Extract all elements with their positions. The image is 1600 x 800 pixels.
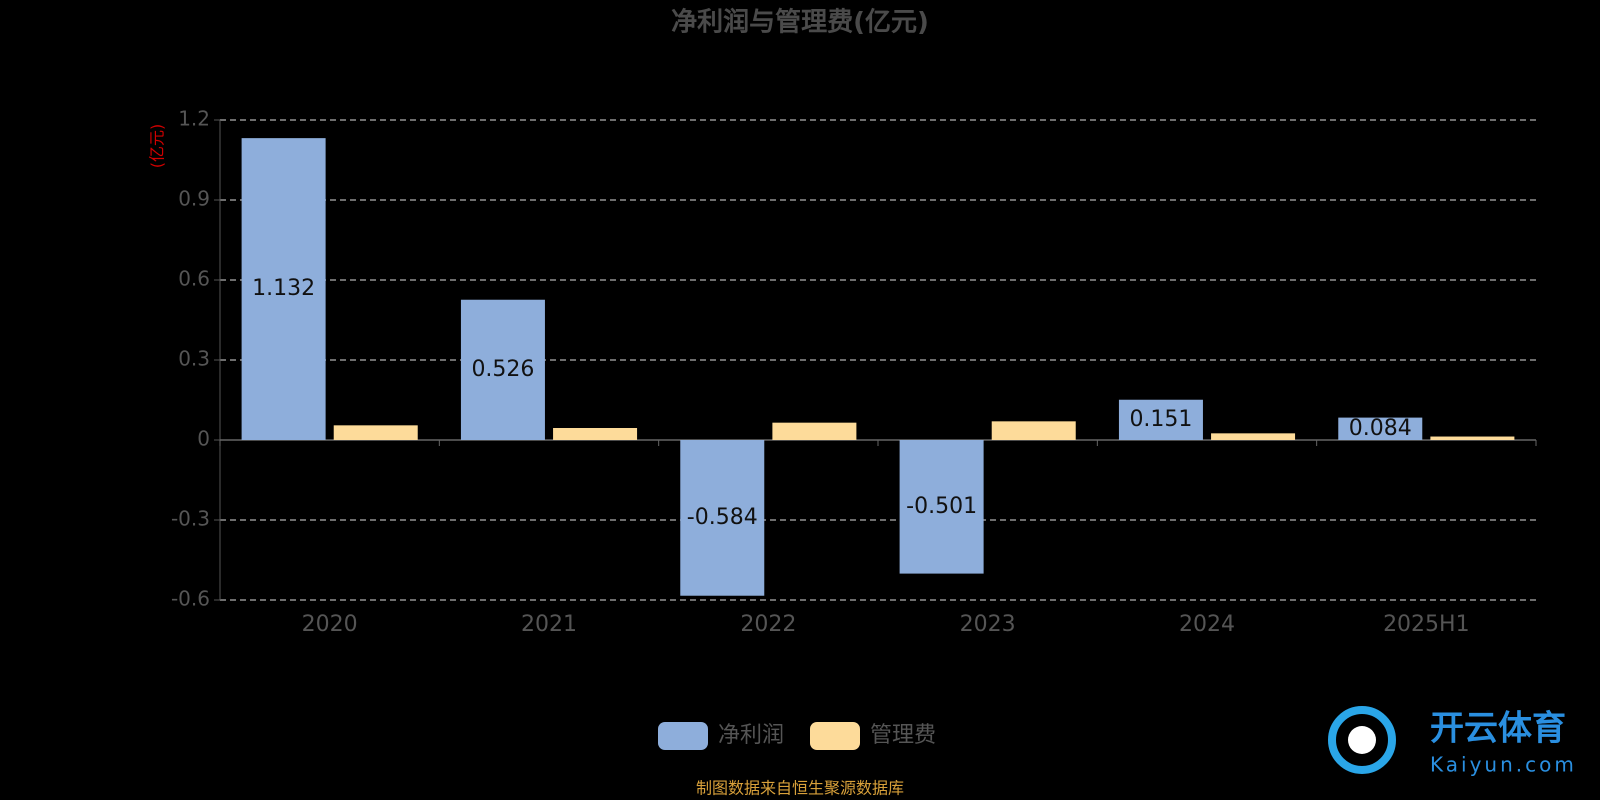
bar xyxy=(553,428,638,440)
bar xyxy=(241,138,326,440)
y-tick-label: 0.3 xyxy=(178,347,210,371)
legend-swatch xyxy=(810,722,860,750)
value-label: 0.084 xyxy=(1349,416,1412,441)
value-label: 1.132 xyxy=(252,276,315,301)
value-label: 0.151 xyxy=(1129,407,1192,432)
x-tick-label: 2024 xyxy=(1179,612,1235,637)
bar xyxy=(460,299,545,440)
x-tick-label: 2022 xyxy=(740,612,796,637)
watermark-site: Kaiyun.com xyxy=(1430,753,1577,777)
x-tick-label: 2023 xyxy=(960,612,1016,637)
bar xyxy=(899,440,984,574)
y-tick-label: -0.3 xyxy=(171,507,210,531)
x-tick-label: 2021 xyxy=(521,612,577,637)
legend-label: 管理费 xyxy=(870,723,936,748)
y-tick-label: 1.2 xyxy=(178,107,210,131)
watermark-logo xyxy=(1328,706,1396,774)
bar xyxy=(1211,433,1296,440)
watermark-brand: 开云体育 xyxy=(1430,709,1566,749)
value-label: -0.501 xyxy=(906,494,977,519)
bar xyxy=(1118,399,1203,440)
y-tick-label: 0.9 xyxy=(178,187,210,211)
bar xyxy=(991,421,1076,440)
value-label: -0.584 xyxy=(687,505,758,530)
bar xyxy=(1430,436,1515,440)
source-note: 制图数据来自恒生聚源数据库 xyxy=(696,779,904,798)
bar xyxy=(680,440,765,596)
watermark-ball xyxy=(1348,726,1376,754)
x-tick-label: 2025H1 xyxy=(1383,612,1470,637)
bar xyxy=(333,425,418,440)
legend-swatch xyxy=(658,722,708,750)
x-tick-label: 2020 xyxy=(302,612,358,637)
value-label: 0.526 xyxy=(471,357,534,382)
y-tick-label: 0 xyxy=(197,427,210,451)
watermark: 开云体育 Kaiyun.com xyxy=(1328,706,1577,777)
y-tick-label: -0.6 xyxy=(171,587,210,611)
y-tick-label: 0.6 xyxy=(178,267,210,291)
y-axis-unit: (亿元) xyxy=(148,124,167,169)
bar xyxy=(772,422,857,440)
legend-label: 净利润 xyxy=(718,723,784,748)
bar xyxy=(1338,417,1423,440)
chart-title: 净利润与管理费(亿元) xyxy=(671,7,929,38)
